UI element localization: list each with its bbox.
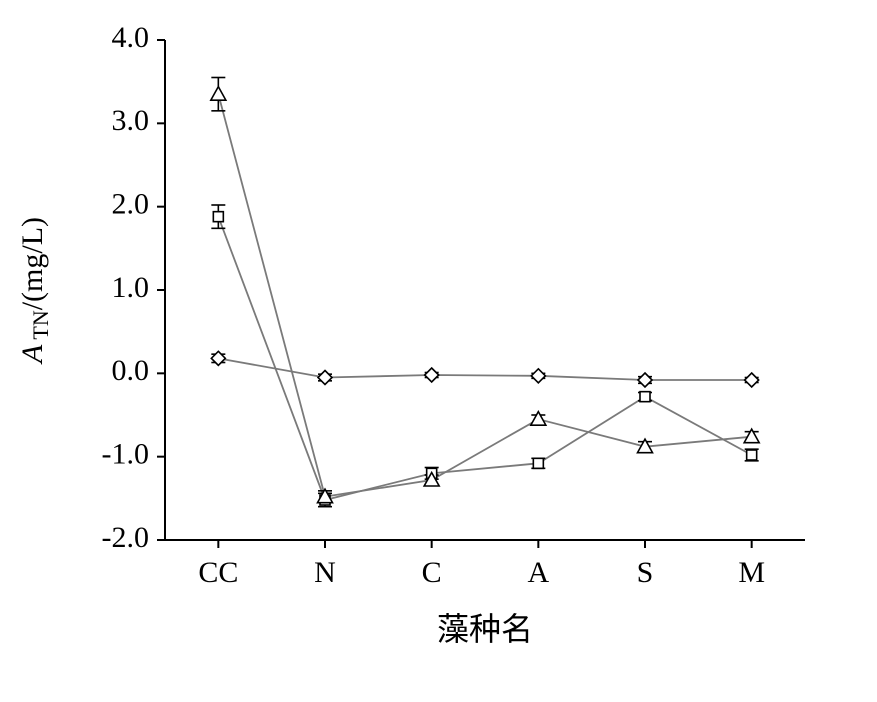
marker-square (213, 212, 223, 222)
marker-square (533, 458, 543, 468)
marker-triangle (531, 412, 546, 426)
x-tick-label: M (738, 556, 765, 589)
marker-diamond (425, 368, 439, 382)
x-tick-label: A (527, 556, 549, 589)
y-tick-label: 1.0 (112, 271, 150, 304)
x-tick-label: N (314, 556, 336, 589)
marker-triangle (211, 87, 226, 101)
marker-diamond (318, 371, 332, 385)
y-axis-label: A TN/(mg/L) (16, 217, 53, 365)
marker-diamond (531, 369, 545, 383)
x-tick-label: S (637, 556, 654, 589)
series-line-series-diamond (218, 358, 751, 380)
x-axis-label: 藻种名 (437, 611, 533, 647)
y-tick-label: -2.0 (102, 521, 150, 554)
marker-diamond (638, 373, 652, 387)
series-line-series-triangle (218, 94, 751, 497)
x-tick-label: CC (198, 556, 238, 589)
y-tick-label: -1.0 (102, 438, 150, 471)
chart-svg: -2.0 -1.0 0.0 1.0 2.0 3.0 4.0 CC N C A S M A TN/(mg/L… (0, 0, 877, 702)
y-tick-label: 0.0 (112, 354, 150, 387)
marker-square (747, 450, 757, 460)
series-line-series-square (218, 217, 751, 500)
y-tick-label: 4.0 (112, 21, 150, 54)
y-tick-label: 2.0 (112, 188, 150, 221)
chart-container: -2.0 -1.0 0.0 1.0 2.0 3.0 4.0 CC N C A S M A TN/(mg/L… (0, 0, 877, 702)
marker-square (640, 392, 650, 402)
y-tick-label: 3.0 (112, 104, 150, 137)
x-tick-label: C (422, 556, 442, 589)
marker-diamond (745, 373, 759, 387)
